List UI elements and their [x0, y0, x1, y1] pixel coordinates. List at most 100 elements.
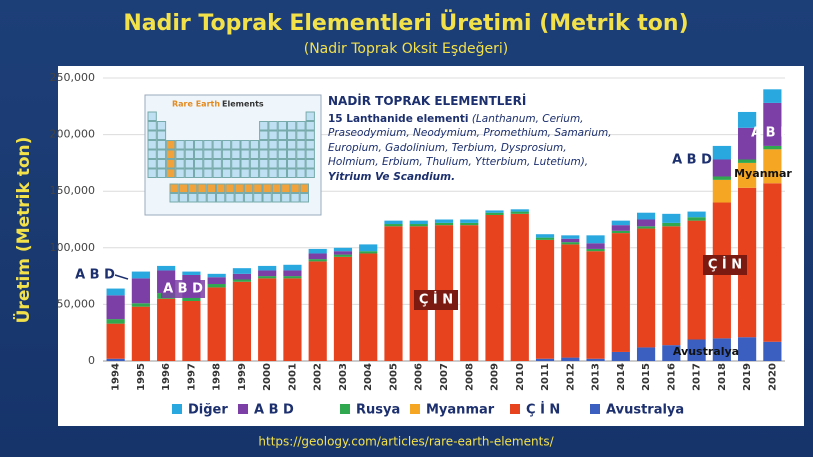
cell [225, 183, 235, 193]
cell [268, 140, 278, 150]
x-tick-label: 2018 [717, 363, 728, 391]
cell [287, 130, 297, 140]
legend-swatch [340, 404, 350, 414]
x-tick-label: 2003 [338, 363, 349, 391]
cell [221, 159, 232, 169]
cell [175, 149, 185, 159]
cell [277, 149, 288, 159]
cell [296, 168, 306, 178]
cell [268, 159, 278, 169]
bar-segment [131, 303, 150, 307]
legend-swatch [590, 404, 600, 414]
bar-segment [687, 339, 706, 361]
bar-segment [359, 244, 378, 252]
bar-segment [611, 233, 630, 352]
bar-segment [712, 176, 731, 180]
bar-segment [535, 234, 555, 238]
bar-segment [611, 220, 630, 226]
cell [203, 149, 213, 159]
bar-segment [232, 273, 252, 280]
annotation: Ç İ N [708, 257, 742, 273]
bar-segment [586, 248, 605, 252]
bar-segment [333, 251, 353, 255]
chart-subtitle: (Nadir Toprak Oksit Eşdeğeri) [304, 41, 509, 57]
cell [203, 168, 213, 178]
cell [287, 149, 297, 159]
cell [194, 140, 204, 150]
cell [259, 130, 269, 140]
bar-segment [460, 222, 479, 226]
cell [253, 183, 263, 193]
bar-segment [662, 345, 681, 361]
legend-label: Myanmar [426, 403, 495, 418]
bar-segment [738, 111, 757, 128]
bar-segment [586, 251, 605, 359]
cell [212, 140, 222, 150]
cell [147, 130, 157, 140]
bar-segment [106, 319, 125, 324]
cell [203, 159, 213, 169]
cell [259, 149, 269, 159]
cell [249, 140, 260, 150]
bar-segment [131, 271, 150, 279]
cell [169, 193, 179, 203]
bar-segment [460, 219, 479, 223]
x-tick-label: 2007 [439, 363, 450, 391]
bar-segment [763, 341, 782, 361]
bar-segment [258, 265, 277, 271]
cell [175, 159, 185, 169]
cell [234, 183, 244, 193]
cell [296, 140, 306, 150]
cell [296, 159, 306, 169]
bar-segment [586, 235, 605, 244]
cell [305, 159, 315, 169]
legend-swatch [410, 404, 420, 414]
bar-segment [157, 265, 176, 271]
x-tick-label: 2013 [591, 363, 602, 391]
cell [147, 121, 157, 131]
bar-segment [207, 273, 226, 278]
bar-segment [763, 89, 782, 103]
annotation-arrow [114, 274, 129, 280]
inset-image-title: Rare Earth [172, 100, 220, 109]
x-tick-label: 2010 [515, 363, 526, 391]
bar-segment [258, 276, 277, 279]
bar-segment [333, 254, 353, 257]
legend-label: Rusya [356, 403, 400, 418]
cell [212, 168, 222, 178]
cell [147, 111, 157, 121]
bar-segment [384, 224, 403, 227]
cell [175, 168, 185, 178]
x-tick-label: 2017 [692, 363, 703, 391]
x-tick-label: 2016 [666, 363, 677, 391]
annotation: Myanmar [734, 167, 792, 180]
x-tick-label: 2015 [641, 363, 652, 391]
y-tick-label: 250,000 [50, 71, 96, 84]
bar-segment [283, 276, 302, 279]
bar-segment [510, 209, 529, 212]
bar-segment [131, 306, 150, 361]
cell [221, 168, 232, 178]
cell [231, 168, 241, 178]
bar-segment [738, 187, 757, 338]
cell [268, 149, 278, 159]
y-axis-label: Üretim (Metrik ton) [12, 137, 34, 324]
bar-segment [662, 226, 681, 346]
x-tick-label: 1994 [111, 363, 122, 391]
bar-segment [738, 127, 757, 160]
bar-segment [611, 225, 630, 231]
cell [212, 159, 222, 169]
cell [259, 159, 269, 169]
bar-segment [308, 261, 327, 361]
bar-segment [687, 217, 706, 221]
cell [287, 159, 297, 169]
bar-segment [207, 277, 226, 285]
cell [147, 149, 157, 159]
bar-segment [561, 357, 580, 361]
bar-segment [485, 210, 504, 213]
bar-segment [586, 358, 605, 361]
bar-segment [359, 253, 378, 361]
bar-segment [510, 211, 529, 214]
cell [221, 140, 232, 150]
